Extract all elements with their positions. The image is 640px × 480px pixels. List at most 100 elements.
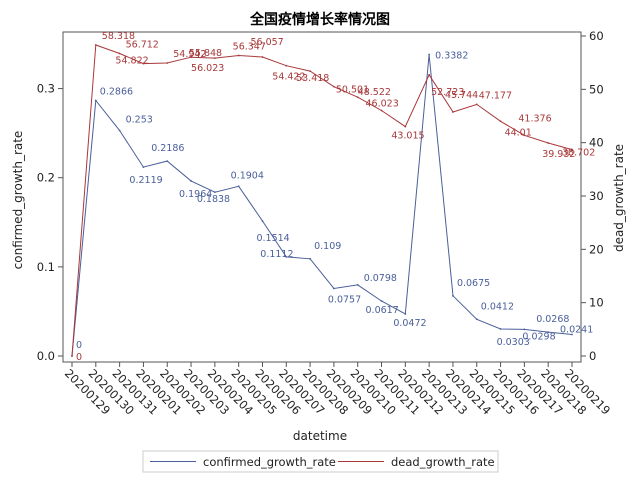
confirmed-data-label: 0.1904 bbox=[231, 170, 264, 181]
dead-data-label: 52.723 bbox=[431, 87, 464, 98]
dead-data-label: 56.057 bbox=[250, 37, 283, 48]
confirmed-data-label: 0.0617 bbox=[366, 305, 399, 316]
dead-data-label: 0 bbox=[76, 352, 82, 363]
confirmed-data-point bbox=[94, 99, 97, 102]
dead-data-label: 47.177 bbox=[479, 90, 512, 101]
left-y-axis-label: confirmed_growth_rate bbox=[11, 131, 25, 270]
dead-data-label: 45.744 bbox=[445, 90, 478, 101]
right-y-tick-label: 20 bbox=[589, 242, 604, 256]
left-y-tick-label: 0.2 bbox=[37, 171, 55, 185]
confirmed-data-label: 0.0268 bbox=[536, 314, 569, 325]
dead-data-point bbox=[237, 54, 240, 57]
dead-data-label: 56.712 bbox=[126, 40, 159, 51]
dead-data-point bbox=[547, 142, 550, 144]
dead-data-label: 55.848 bbox=[189, 48, 222, 59]
legend-label-dead: dead_growth_rate bbox=[391, 455, 495, 469]
left-y-axis: 0.0 0.1 0.2 0.3 bbox=[37, 82, 63, 363]
series-lines bbox=[71, 44, 573, 357]
confirmed-data-label: 0.2119 bbox=[129, 175, 162, 186]
dead-data-label: 53.418 bbox=[296, 73, 329, 84]
dead-data-point bbox=[285, 64, 288, 67]
dead-data-point bbox=[94, 44, 97, 46]
dead-data-point bbox=[142, 62, 145, 65]
dead-data-point bbox=[356, 96, 359, 99]
dead-data-label: 54.822 bbox=[115, 56, 148, 67]
dead-data-label: 48.522 bbox=[358, 87, 391, 98]
dead-data-label: 39.932 bbox=[542, 149, 575, 160]
confirmed-data-point bbox=[237, 185, 240, 188]
left-y-tick-label: 0.1 bbox=[37, 260, 55, 274]
confirmed-data-point bbox=[261, 220, 264, 222]
right-y-axis: 0 10 20 30 40 50 60 bbox=[581, 29, 604, 363]
confirmed-data-label: 0.2186 bbox=[151, 143, 184, 154]
dead-data-point bbox=[523, 134, 526, 137]
dead-data-label: 54.422 bbox=[272, 72, 305, 83]
confirmed-data-point bbox=[547, 331, 550, 334]
confirmed-data-label: 0.1838 bbox=[197, 194, 230, 205]
confirmed-data-label: 0.2866 bbox=[100, 87, 133, 98]
confirmed-data-point bbox=[142, 166, 145, 169]
confirmed-data-label: 0 bbox=[76, 340, 82, 351]
right-y-tick-label: 10 bbox=[589, 296, 604, 310]
confirmed-data-point bbox=[523, 328, 526, 331]
dead-data-point bbox=[475, 103, 478, 106]
confirmed-data-label: 0.0798 bbox=[364, 273, 397, 284]
confirmed-data-label: 0.1514 bbox=[256, 233, 289, 244]
confirmed-data-point bbox=[118, 129, 121, 132]
confirmed-data-point bbox=[213, 191, 216, 194]
dead-data-point bbox=[499, 120, 502, 123]
dead-data-label: 43.015 bbox=[391, 131, 424, 142]
right-y-axis-label: dead_growth_rate bbox=[612, 144, 626, 252]
chart-title: 全国疫情增长率情况图 bbox=[249, 11, 390, 28]
confirmed-data-point bbox=[380, 300, 383, 302]
dead-data-label: 38.702 bbox=[562, 148, 595, 159]
dead-data-point bbox=[166, 62, 169, 64]
right-y-tick-label: 0 bbox=[589, 349, 596, 363]
dead-data-point bbox=[333, 85, 335, 88]
confirmed-data-point bbox=[333, 287, 335, 290]
dead-growth-line bbox=[71, 44, 573, 357]
confirmed-data-label: 0.0241 bbox=[560, 325, 593, 336]
confirmed-data-point bbox=[428, 53, 431, 56]
confirmed-data-label: 0.1112 bbox=[260, 249, 293, 260]
dead-data-label: 56.347 bbox=[233, 41, 266, 52]
plot-area-frame bbox=[62, 31, 582, 363]
confirmed-data-label: 0.0298 bbox=[522, 331, 555, 342]
right-y-tick-label: 60 bbox=[589, 29, 604, 43]
dead-data-label: 46.023 bbox=[366, 99, 399, 110]
confirmed-data-point bbox=[166, 160, 169, 163]
confirmed-data-label: 0.1964 bbox=[179, 189, 212, 200]
confirmed-data-point bbox=[499, 328, 502, 330]
confirmed-data-label: 0.0675 bbox=[457, 278, 490, 289]
dead-data-point bbox=[309, 70, 311, 73]
legend: confirmed_growth_rate dead_growth_rate bbox=[142, 450, 499, 473]
left-y-tick-label: 0.0 bbox=[37, 349, 55, 363]
confirmed-data-label: 0.0472 bbox=[393, 318, 426, 329]
legend-box bbox=[142, 450, 499, 473]
confirmed-data-point bbox=[285, 255, 288, 258]
dead-data-point bbox=[261, 56, 264, 58]
confirmed-data-label: 0.0412 bbox=[481, 301, 514, 312]
dead-data-label: 41.376 bbox=[518, 113, 551, 124]
confirmed-data-point bbox=[452, 294, 454, 297]
dead-data-point bbox=[380, 109, 383, 112]
confirmed-data-label: 0.0303 bbox=[497, 337, 530, 348]
dead-data-point bbox=[452, 111, 454, 113]
left-y-tick-label: 0.3 bbox=[37, 82, 55, 96]
dead-data-point bbox=[118, 52, 121, 55]
dead-data-label: 54.942 bbox=[173, 49, 206, 60]
dead-data-label: 44.01 bbox=[505, 127, 532, 138]
confirmed-data-point bbox=[309, 257, 311, 260]
dead-data-point bbox=[571, 148, 573, 151]
dead-data-label: 58.318 bbox=[102, 31, 135, 42]
confirmed-data-point bbox=[571, 333, 573, 336]
confirmed-data-point bbox=[190, 180, 192, 182]
x-axis-label: datetime bbox=[293, 429, 347, 443]
dead-data-point bbox=[428, 73, 431, 76]
confirmed-data-label: 0.0757 bbox=[328, 295, 361, 306]
x-axis: 2020012920200130202001312020020120200202… bbox=[62, 362, 613, 418]
legend-label-confirmed: confirmed_growth_rate bbox=[203, 455, 336, 469]
dead-data-point bbox=[404, 125, 407, 128]
confirmed-data-point bbox=[356, 283, 359, 286]
